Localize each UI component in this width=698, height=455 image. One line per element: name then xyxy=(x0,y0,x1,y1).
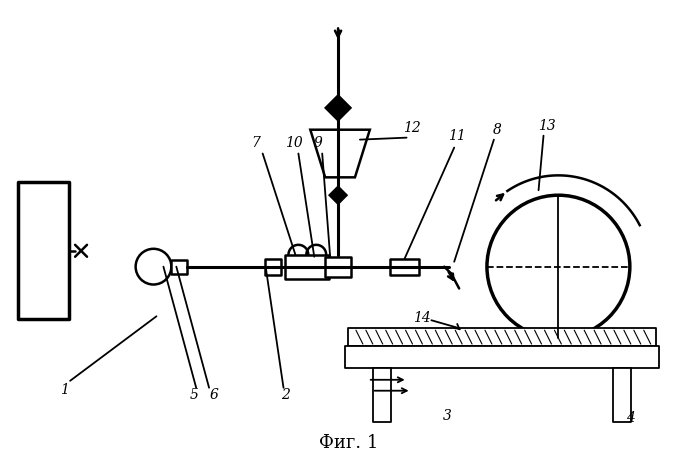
Text: 11: 11 xyxy=(448,129,466,143)
Polygon shape xyxy=(325,95,351,121)
Text: 13: 13 xyxy=(537,119,556,133)
Bar xyxy=(345,346,659,368)
Bar xyxy=(613,368,631,422)
Text: 3: 3 xyxy=(443,409,452,423)
Bar xyxy=(348,328,655,346)
Polygon shape xyxy=(329,186,347,204)
Text: 2: 2 xyxy=(281,388,290,402)
Text: 1: 1 xyxy=(60,383,68,397)
Text: 5: 5 xyxy=(190,388,199,402)
Bar xyxy=(172,260,187,273)
Text: 7: 7 xyxy=(251,136,260,150)
Text: 4: 4 xyxy=(626,410,635,425)
Bar xyxy=(285,255,329,278)
Bar xyxy=(17,182,69,319)
Bar xyxy=(265,259,281,275)
Text: 6: 6 xyxy=(209,388,218,402)
Text: Фиг. 1: Фиг. 1 xyxy=(319,435,379,452)
Text: 8: 8 xyxy=(492,123,501,136)
Bar xyxy=(373,368,391,422)
Text: 10: 10 xyxy=(285,136,302,150)
Text: 9: 9 xyxy=(314,136,322,150)
Text: 12: 12 xyxy=(403,121,420,135)
Bar xyxy=(325,257,351,277)
Bar xyxy=(389,259,419,275)
Text: 14: 14 xyxy=(413,311,431,325)
